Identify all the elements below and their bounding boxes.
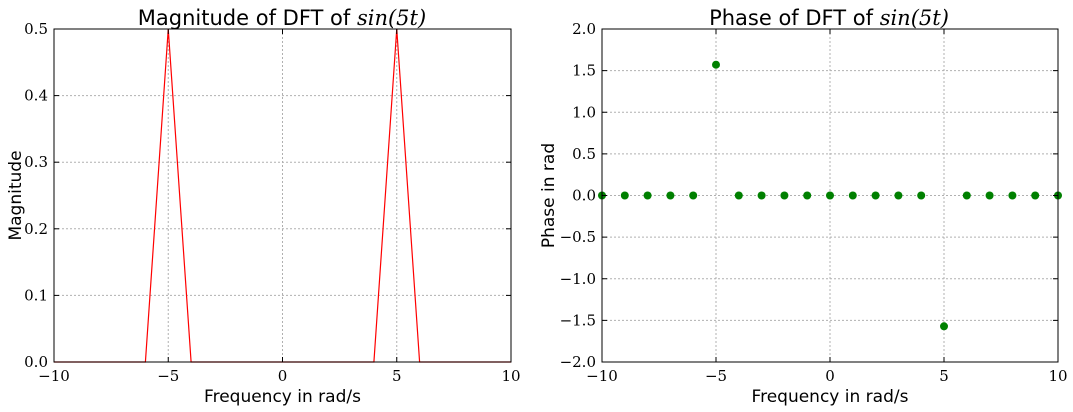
phase-data-point <box>962 191 971 200</box>
phase-data-point <box>985 191 994 200</box>
phase-data-point <box>871 191 880 200</box>
phase-data-point <box>1008 191 1017 200</box>
x-tick-label: −5 <box>705 367 727 385</box>
phase-data-point <box>826 191 834 200</box>
phase-data-point <box>734 191 743 200</box>
x-tick-label: 10 <box>1048 367 1067 385</box>
y-tick-label: −1.5 <box>560 311 596 329</box>
phase-data-point <box>620 191 629 200</box>
x-tick-label: 0 <box>825 367 835 385</box>
y-tick-label: 2.0 <box>572 20 596 38</box>
phase-title: Phase of DFT of sin(5t) <box>709 6 949 30</box>
phase-data-point <box>666 191 675 200</box>
y-axis-label: Magnitude <box>6 150 26 240</box>
phase-data-point <box>803 191 812 200</box>
phase-data-point <box>1031 191 1040 200</box>
x-axis-label: Frequency in rad/s <box>204 387 361 407</box>
x-tick-label: 0 <box>278 367 288 385</box>
phase-data-point <box>689 191 698 200</box>
phase-panel: Phase of DFT of sin(5t) −10 −5 0 5 10 −2.0 −1.… <box>539 6 1068 407</box>
phase-data-point <box>848 191 857 200</box>
x-tick-label: −10 <box>586 367 618 385</box>
x-axis-label: Frequency in rad/s <box>752 387 909 407</box>
magnitude-panel: Magnitude of DFT of sin(5t) −10 −5 0 5 10 0.0… <box>6 6 521 407</box>
y-tick-label: 0.5 <box>24 20 48 38</box>
y-tick-label: 0.1 <box>24 286 48 304</box>
y-axis-label: Phase in rad <box>539 143 559 248</box>
phase-data-point <box>917 191 926 200</box>
y-tick-label: 1.5 <box>572 62 596 80</box>
x-tick-label: 5 <box>392 367 402 385</box>
phase-data-point <box>643 191 652 200</box>
x-tick-label: 10 <box>501 367 520 385</box>
phase-data-point <box>940 322 948 331</box>
y-tick-label: −1.0 <box>560 270 596 288</box>
y-tick-label: 0.4 <box>24 87 48 105</box>
y-tick-label: 0.0 <box>572 187 596 205</box>
y-tick-label: −0.5 <box>560 228 596 246</box>
y-tick-label: 0.3 <box>24 153 48 171</box>
phase-data-point <box>780 191 789 200</box>
magnitude-title: Magnitude of DFT of sin(5t) <box>138 6 426 30</box>
x-tick-label: 5 <box>939 367 949 385</box>
x-tick-label: −5 <box>157 367 179 385</box>
y-tick-label: −2.0 <box>560 353 596 371</box>
y-tick-label: 1.0 <box>572 103 596 121</box>
y-tick-label: 0.2 <box>24 220 48 238</box>
x-tick-label: −10 <box>38 367 70 385</box>
y-tick-label: 0.5 <box>572 145 596 163</box>
phase-data-point <box>894 191 903 200</box>
y-tick-label: 0.0 <box>24 353 48 371</box>
phase-data-point <box>757 191 766 200</box>
phase-data-point <box>712 60 720 69</box>
